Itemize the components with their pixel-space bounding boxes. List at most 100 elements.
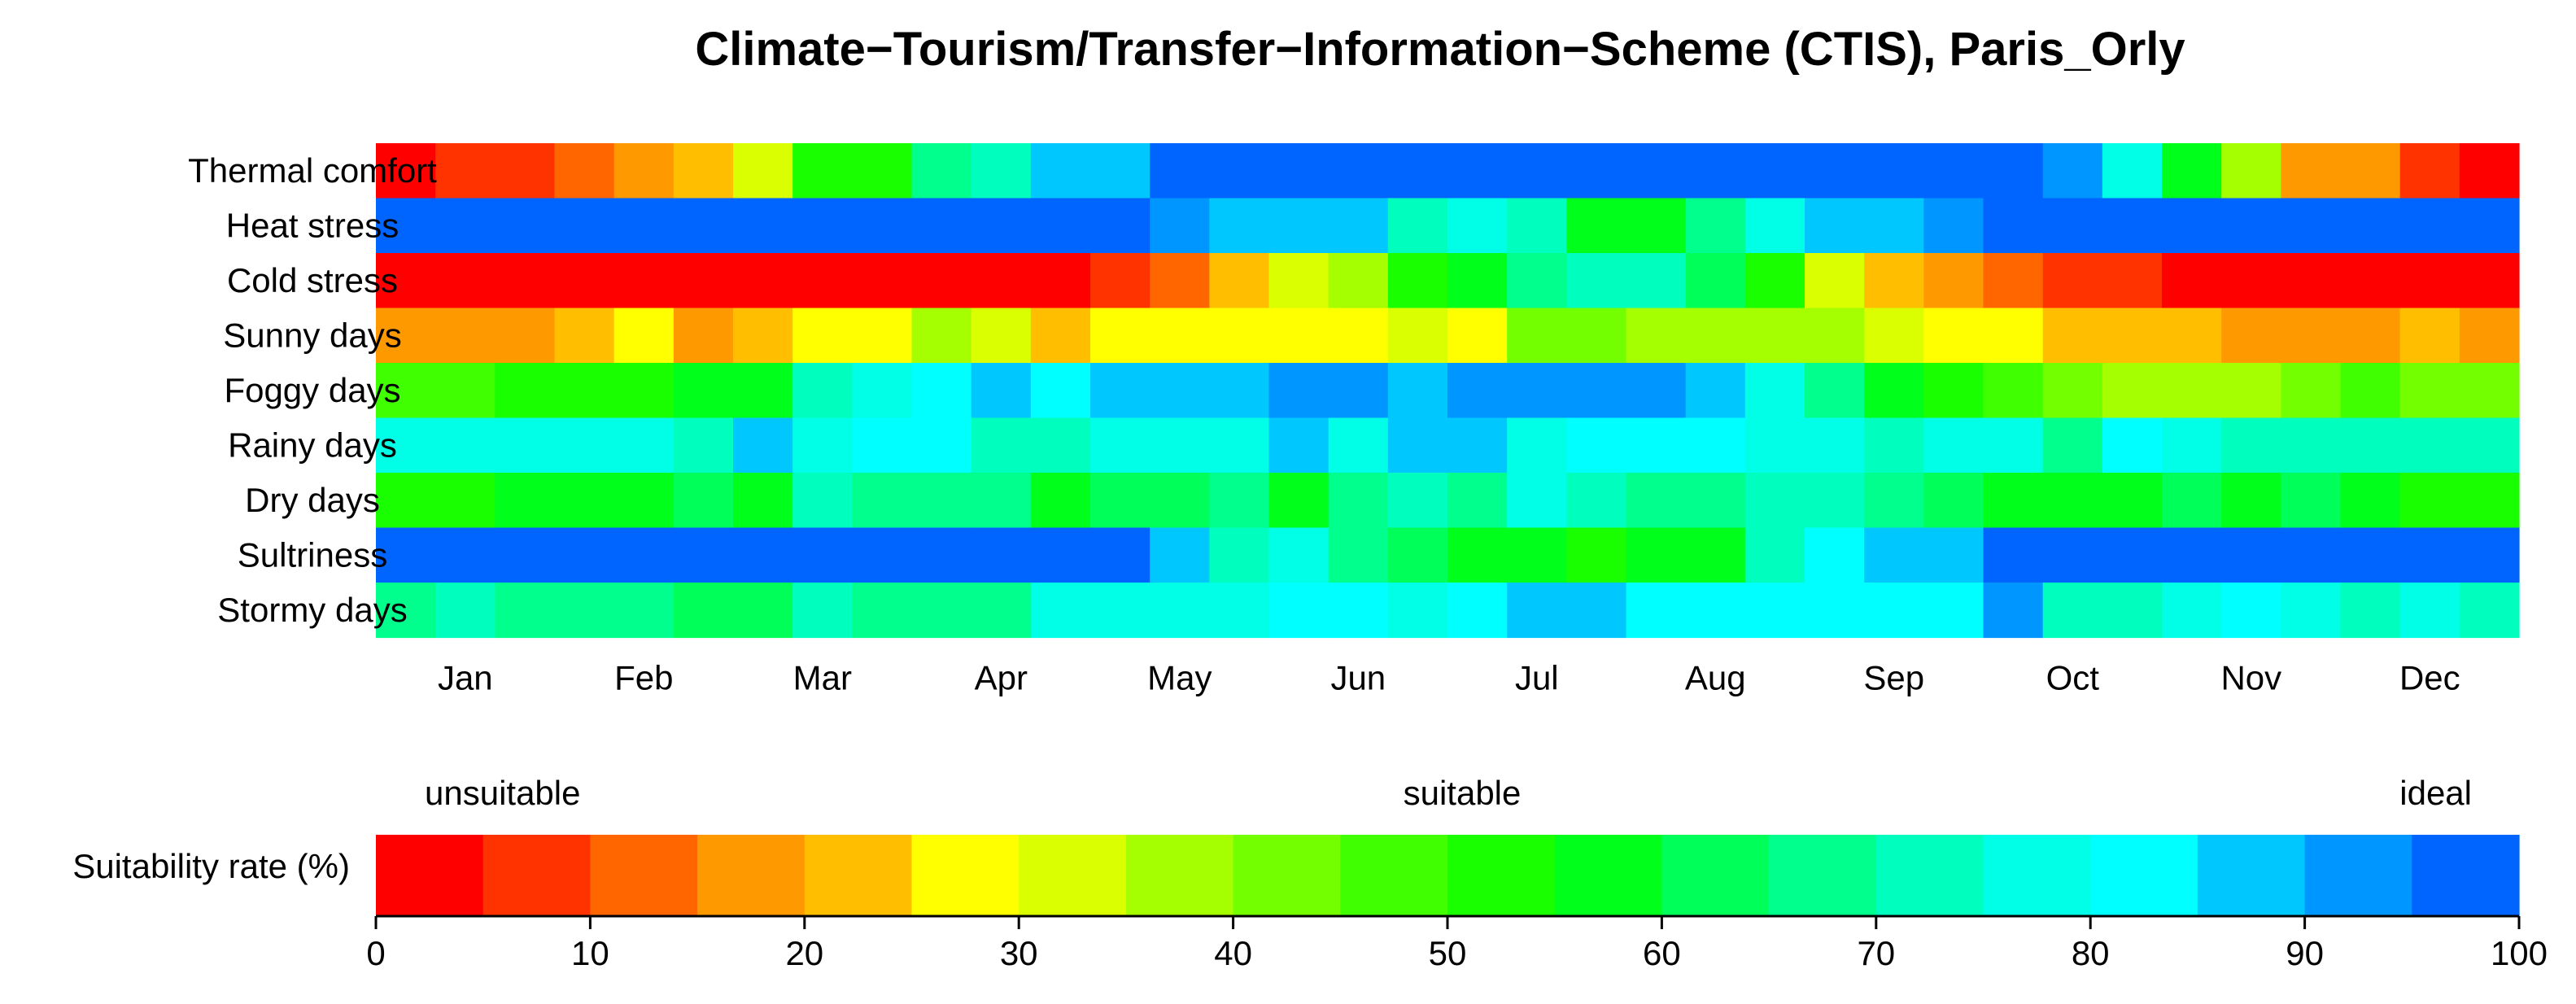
legend-label-unsuitable: unsuitable — [425, 774, 580, 812]
heatmap-cell — [1507, 363, 1567, 419]
heatmap-cell — [2162, 143, 2222, 199]
heatmap-cell — [1626, 198, 1687, 254]
heatmap-cell — [852, 143, 913, 199]
heatmap-cell — [2102, 308, 2163, 364]
heatmap-cell — [1328, 527, 1389, 583]
heatmap-cell — [495, 527, 556, 583]
colorbar-tick-label: 0 — [366, 934, 385, 972]
heatmap-cell — [1983, 253, 2044, 309]
heatmap-cell — [852, 473, 913, 529]
heatmap-cell — [2340, 253, 2401, 309]
heatmap-cell — [2340, 143, 2401, 199]
heatmap-cell — [1150, 143, 1210, 199]
heatmap-cell — [1626, 308, 1687, 364]
heatmap-cell — [2162, 363, 2222, 419]
heatmap-cell — [673, 253, 734, 309]
legend-label-suitable: suitable — [1404, 774, 1522, 812]
colorbar-bin — [1661, 835, 1770, 916]
heatmap-cell — [2042, 417, 2103, 474]
heatmap-cell — [852, 253, 913, 309]
heatmap-cell — [1983, 198, 2044, 254]
heatmap-cell — [852, 198, 913, 254]
heatmap-cell — [2281, 143, 2342, 199]
heatmap-cell — [1090, 253, 1150, 309]
heatmap-cell — [2042, 527, 2103, 583]
month-label: Feb — [614, 659, 673, 697]
heatmap-cell — [1507, 417, 1567, 474]
heatmap-cell — [2399, 527, 2460, 583]
heatmap-cell — [733, 527, 793, 583]
heatmap-cell — [1387, 253, 1448, 309]
heatmap-cell — [911, 527, 972, 583]
colorbar-bin — [1875, 835, 1984, 916]
heatmap-cell — [2459, 473, 2520, 529]
heatmap-cell — [613, 527, 675, 583]
heatmap-cell — [1209, 308, 1270, 364]
heatmap-cell — [1685, 583, 1746, 639]
heatmap-cell — [2281, 473, 2342, 529]
heatmap-cell — [1566, 583, 1627, 639]
heatmap-cell — [1387, 198, 1448, 254]
heatmap-cell — [1387, 143, 1448, 199]
heatmap-cell — [1805, 473, 1865, 529]
heatmap-cell — [1566, 253, 1627, 309]
heatmap-cell — [1566, 527, 1627, 583]
heatmap-cell — [554, 308, 615, 364]
heatmap-cell — [2221, 527, 2281, 583]
heatmap-cell — [911, 417, 972, 474]
heatmap-cell — [971, 417, 1032, 474]
heatmap-cell — [1805, 198, 1865, 254]
heatmap-cell — [971, 473, 1032, 529]
colorbar-tick-label: 30 — [1000, 934, 1038, 972]
heatmap-cell — [1387, 363, 1448, 419]
heatmap-cell — [2340, 473, 2401, 529]
heatmap-cell — [495, 308, 556, 364]
heatmap-cell — [2162, 527, 2222, 583]
heatmap-cell — [435, 527, 496, 583]
heatmap-cell — [1150, 253, 1210, 309]
heatmap-cell — [495, 253, 556, 309]
heatmap-cell — [1268, 583, 1329, 639]
heatmap-cell — [554, 143, 615, 199]
heatmap-cell — [1983, 308, 2044, 364]
heatmap-cell — [1030, 417, 1091, 474]
heatmap-cell — [2162, 417, 2222, 474]
colorbar-bin — [697, 835, 806, 916]
heatmap-cell — [376, 527, 436, 583]
heatmap-cell — [2340, 308, 2401, 364]
heatmap-cell — [613, 143, 675, 199]
month-label: Jun — [1330, 659, 1386, 697]
heatmap-cell — [2042, 143, 2103, 199]
heatmap-cell — [2340, 363, 2401, 419]
heatmap-cell — [1685, 527, 1746, 583]
heatmap-cell — [1328, 143, 1389, 199]
colorbar-bin — [1447, 835, 1556, 916]
heatmap-cell — [1744, 473, 1805, 529]
heatmap-cell — [971, 198, 1032, 254]
heatmap-cell — [2102, 198, 2163, 254]
colorbar-tick-label: 10 — [571, 934, 609, 972]
colorbar-ticks: 0 10 20 30 40 50 60 70 80 90 100 — [366, 915, 2548, 972]
heatmap-cell — [673, 417, 734, 474]
colorbar-bin — [1554, 835, 1662, 916]
heatmap-cell — [1507, 143, 1567, 199]
heatmap-cell — [2042, 473, 2103, 529]
heatmap-cell — [1864, 583, 1924, 639]
heatmap-cell — [1864, 308, 1924, 364]
month-label: Jul — [1515, 659, 1559, 697]
heatmap-cell — [1447, 198, 1508, 254]
heatmap-cell — [2459, 417, 2520, 474]
row-label: Cold stress — [227, 261, 398, 299]
heatmap-cell — [554, 363, 615, 419]
heatmap-cell — [1387, 417, 1448, 474]
heatmap-cell — [1864, 198, 1924, 254]
heatmap-cell — [495, 417, 556, 474]
heatmap-cell — [2399, 473, 2460, 529]
heatmap-cell — [1328, 583, 1389, 639]
heatmap-cell — [1626, 473, 1687, 529]
heatmap-cell — [911, 363, 972, 419]
heatmap-cell — [1685, 253, 1746, 309]
heatmap-cell — [792, 143, 853, 199]
heatmap-cell — [376, 143, 436, 199]
heatmap-cell — [673, 198, 734, 254]
